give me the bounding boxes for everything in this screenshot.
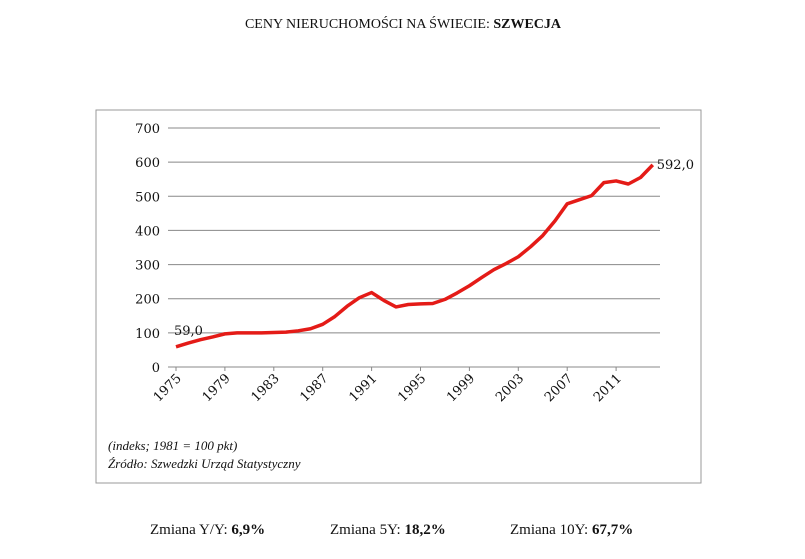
x-tick-label: 2011: [591, 371, 625, 405]
y-tick-label: 700: [135, 122, 160, 137]
x-tick-label: 1979: [200, 371, 234, 405]
x-tick-label: 1983: [249, 371, 283, 405]
footer-value: 6,9%: [231, 522, 265, 538]
y-tick-label: 300: [135, 259, 160, 274]
x-tick-label: 1995: [395, 371, 429, 405]
y-tick-label: 400: [135, 224, 160, 239]
note: (indeks; 1981 = 100 pkt): [108, 438, 237, 453]
line: [175, 163, 655, 349]
y-tick-label: 0: [152, 361, 160, 376]
y-tick-label: 100: [135, 327, 160, 342]
x-tick-label: 1999: [444, 371, 478, 405]
footer-item: Zmiana 5Y: 18,2%: [330, 522, 446, 538]
y-tick-label: 200: [135, 293, 160, 308]
x-tick-label: 2007: [542, 371, 576, 405]
y-tick-label: 500: [135, 190, 160, 205]
y-tick-label: 600: [135, 156, 160, 171]
footer-value: 18,2%: [404, 522, 445, 538]
chart-frame: [95, 109, 702, 484]
x-tick-label: 1987: [298, 371, 332, 405]
title-bold: SZWECJA: [493, 17, 562, 32]
title-text: CENY NIERUCHOMOŚCI NA ŚWIECIE:: [245, 15, 493, 32]
footer-label: Zmiana Y/Y:: [150, 522, 231, 538]
footer-label: Zmiana 5Y:: [330, 522, 404, 538]
chart-title: CENY NIERUCHOMOŚCI NA ŚWIECIE: SZWECJA: [245, 15, 562, 32]
data-label: 59,0: [174, 324, 203, 339]
footer-value: 67,7%: [592, 522, 633, 538]
data-label: 592,0: [657, 158, 694, 173]
x-tick-label: 2003: [493, 371, 527, 405]
x-tick-label: 1991: [346, 371, 380, 405]
x-tick-label: 1975: [151, 371, 185, 405]
footer-item: Zmiana Y/Y: 6,9%: [150, 522, 265, 538]
note: Źródło: Szwedzki Urząd Statystyczny: [108, 456, 301, 471]
footer-label: Zmiana 10Y:: [510, 522, 592, 538]
footer-item: Zmiana 10Y: 67,7%: [510, 522, 633, 538]
